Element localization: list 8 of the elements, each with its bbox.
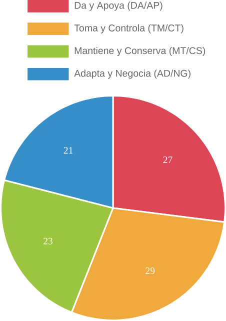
data-label: 21 [64,147,73,154]
data-label: 29 [146,268,155,274]
data-label: 27 [163,156,172,163]
legend-label: Adapta y Negocia (AD/NG) [74,70,190,79]
data-label: 23 [44,238,52,244]
legend-label: Toma y Controla (TM/CT) [74,24,184,34]
legend-label: Mantiene y Conserva (MT/CS) [74,46,206,56]
legend-label: Da y Apoya (DA/AP) [74,2,162,11]
